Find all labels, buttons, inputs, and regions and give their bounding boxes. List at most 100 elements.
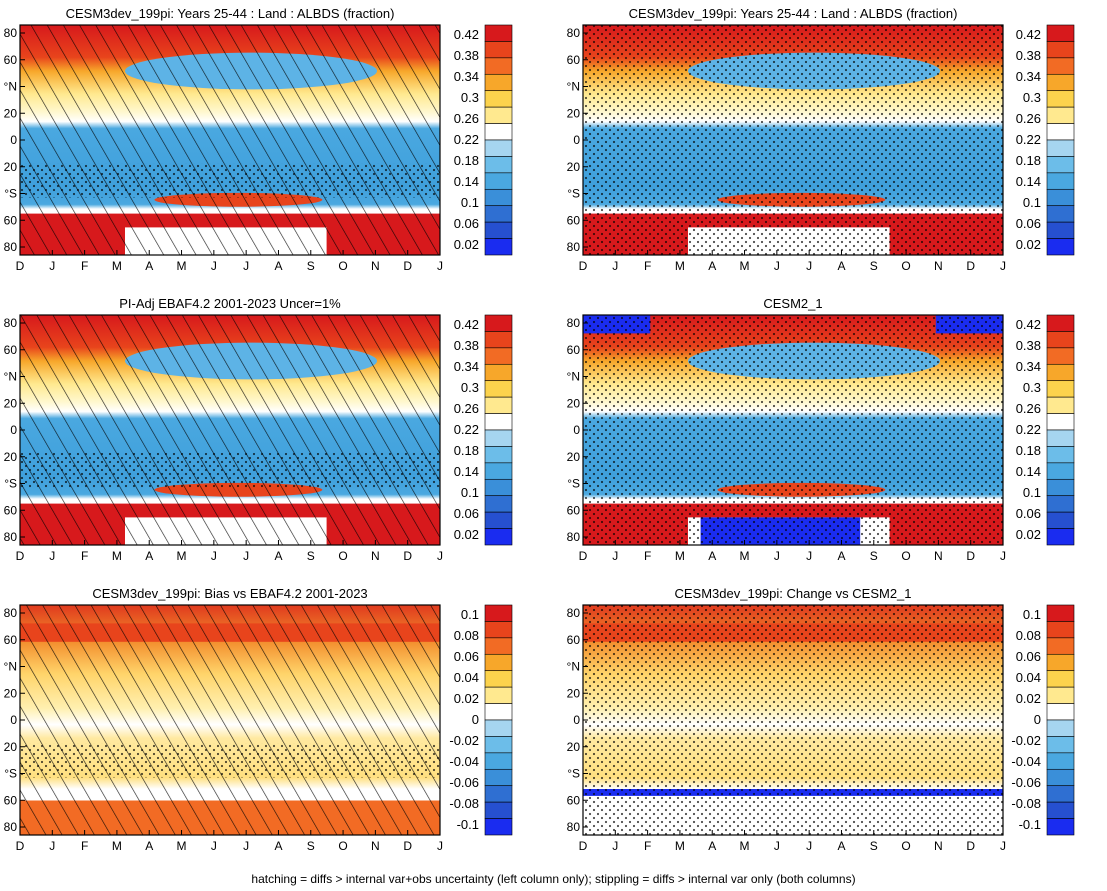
colorbar-segment — [484, 396, 513, 414]
colorbar-segment — [484, 670, 513, 688]
colorbar-label: 0.22 — [454, 422, 479, 437]
hatching-overlay — [20, 605, 440, 835]
panel-title: CESM3dev_199pi: Bias vs EBAF4.2 2001-202… — [92, 586, 367, 601]
y-tick-label: 60 — [4, 793, 18, 807]
colorbar-segment — [484, 495, 513, 513]
colorbar-label: 0.1 — [461, 485, 479, 500]
colorbar-label: -0.08 — [1011, 796, 1041, 811]
colorbar-segment — [1046, 24, 1075, 42]
colorbar-label: -0.08 — [449, 796, 479, 811]
colorbar-segment — [484, 314, 513, 332]
colorbar-segment — [484, 106, 513, 124]
x-tick-label: A — [708, 549, 716, 563]
x-tick-label: N — [934, 549, 943, 563]
colorbar-segment — [484, 123, 513, 141]
x-tick-label: J — [1000, 549, 1006, 563]
y-tick-label: 60 — [567, 213, 581, 227]
y-tick-label: 60 — [567, 53, 581, 67]
y-tick-label: 60 — [567, 793, 581, 807]
colorbar-segment — [484, 785, 513, 803]
y-tick-label: 20 — [567, 686, 581, 700]
x-tick-label: D — [966, 549, 975, 563]
x-tick-label: J — [211, 259, 217, 273]
y-tick-label: 80 — [4, 820, 18, 834]
y-tick-label: 20 — [4, 106, 18, 120]
y-tick-label: 60 — [4, 633, 18, 647]
x-tick-label: M — [740, 259, 750, 273]
stippling-overlay — [583, 605, 1003, 835]
colorbar-segment — [1046, 172, 1075, 190]
colorbar-label: 0.1 — [1023, 607, 1041, 622]
colorbar-segment — [1046, 736, 1075, 754]
x-tick-label: N — [371, 259, 380, 273]
colorbar-segment — [484, 90, 513, 108]
colorbar-label: 0.1 — [461, 195, 479, 210]
y-tick-label: 80 — [567, 26, 581, 40]
x-tick-label: J — [243, 549, 249, 563]
x-tick-label: J — [806, 259, 812, 273]
colorbar-segment — [484, 139, 513, 157]
colorbar-label: 0.02 — [1016, 691, 1041, 706]
x-tick-label: F — [644, 259, 651, 273]
colorbar-segment — [1046, 528, 1075, 546]
x-tick-label: J — [1000, 259, 1006, 273]
colorbar-segment — [1046, 686, 1075, 704]
colorbar-label: -0.02 — [1011, 733, 1041, 748]
y-tick-label: 80 — [567, 820, 581, 834]
y-tick-label: 80 — [567, 606, 581, 620]
y-tick-label: 0 — [573, 133, 580, 147]
x-tick-label: J — [437, 839, 443, 853]
y-tick-label: 20 — [567, 396, 581, 410]
colorbar-segment — [1046, 752, 1075, 770]
x-tick-label: M — [112, 259, 122, 273]
colorbar-label: 0.18 — [1016, 153, 1041, 168]
colorbar: 0.1 0.08 0.06 0.04 0.02 0 -0.02 -0.04 -0.06 -0.08… — [1011, 604, 1075, 836]
x-tick-label: J — [211, 549, 217, 563]
colorbar-label: 0.14 — [1016, 174, 1041, 189]
y-tick-label: 80 — [4, 530, 18, 544]
x-tick-label: F — [81, 549, 88, 563]
colorbar-label: -0.06 — [1011, 775, 1041, 790]
colorbar-label: 0.34 — [1016, 69, 1041, 84]
x-tick-label: F — [81, 259, 88, 273]
colorbar-segment — [484, 221, 513, 239]
y-tick-label: 60 — [4, 213, 18, 227]
colorbar-label: 0.08 — [454, 628, 479, 643]
colorbar-segment — [1046, 221, 1075, 239]
colorbar-label: 0.06 — [454, 216, 479, 231]
colorbar-label: 0.02 — [1016, 237, 1041, 252]
colorbar-segment — [484, 57, 513, 75]
colorbar-label: 0.08 — [1016, 628, 1041, 643]
panel-4: CESM2_1 D J F M A M J J A S O N D J 80 60 °N 20 0 20 °S 60 80 0.… — [567, 296, 1075, 563]
x-tick-label: D — [579, 259, 588, 273]
x-tick-label: J — [211, 839, 217, 853]
colorbar-segment — [484, 205, 513, 223]
colorbar-segment — [484, 156, 513, 174]
colorbar-segment — [1046, 637, 1075, 655]
hatching-overlay — [20, 315, 440, 545]
colorbar-label: 0.22 — [1016, 132, 1041, 147]
x-tick-label: J — [774, 839, 780, 853]
x-tick-label: J — [243, 259, 249, 273]
colorbar-segment — [1046, 380, 1075, 398]
colorbar-label: 0.18 — [454, 153, 479, 168]
stippling-overlay — [583, 315, 1003, 545]
stippling-overlay — [20, 163, 440, 198]
colorbar-label: 0.04 — [454, 670, 479, 685]
colorbar-label: 0.02 — [454, 691, 479, 706]
colorbar-label: -0.04 — [1011, 754, 1041, 769]
y-tick-label: 20 — [567, 106, 581, 120]
colorbar-label: 0.3 — [1023, 90, 1041, 105]
colorbar-segment — [484, 528, 513, 546]
y-tick-label: 60 — [567, 343, 581, 357]
y-tick-label: 60 — [4, 53, 18, 67]
colorbar-label: 0.38 — [454, 338, 479, 353]
x-tick-label: N — [934, 259, 943, 273]
colorbar-label: 0.18 — [1016, 443, 1041, 458]
x-tick-label: M — [177, 549, 187, 563]
colorbar-segment — [484, 462, 513, 480]
colorbar-label: 0.02 — [454, 237, 479, 252]
colorbar-segment — [1046, 670, 1075, 688]
colorbar-label: 0.06 — [1016, 649, 1041, 664]
y-tick-label: 60 — [567, 633, 581, 647]
